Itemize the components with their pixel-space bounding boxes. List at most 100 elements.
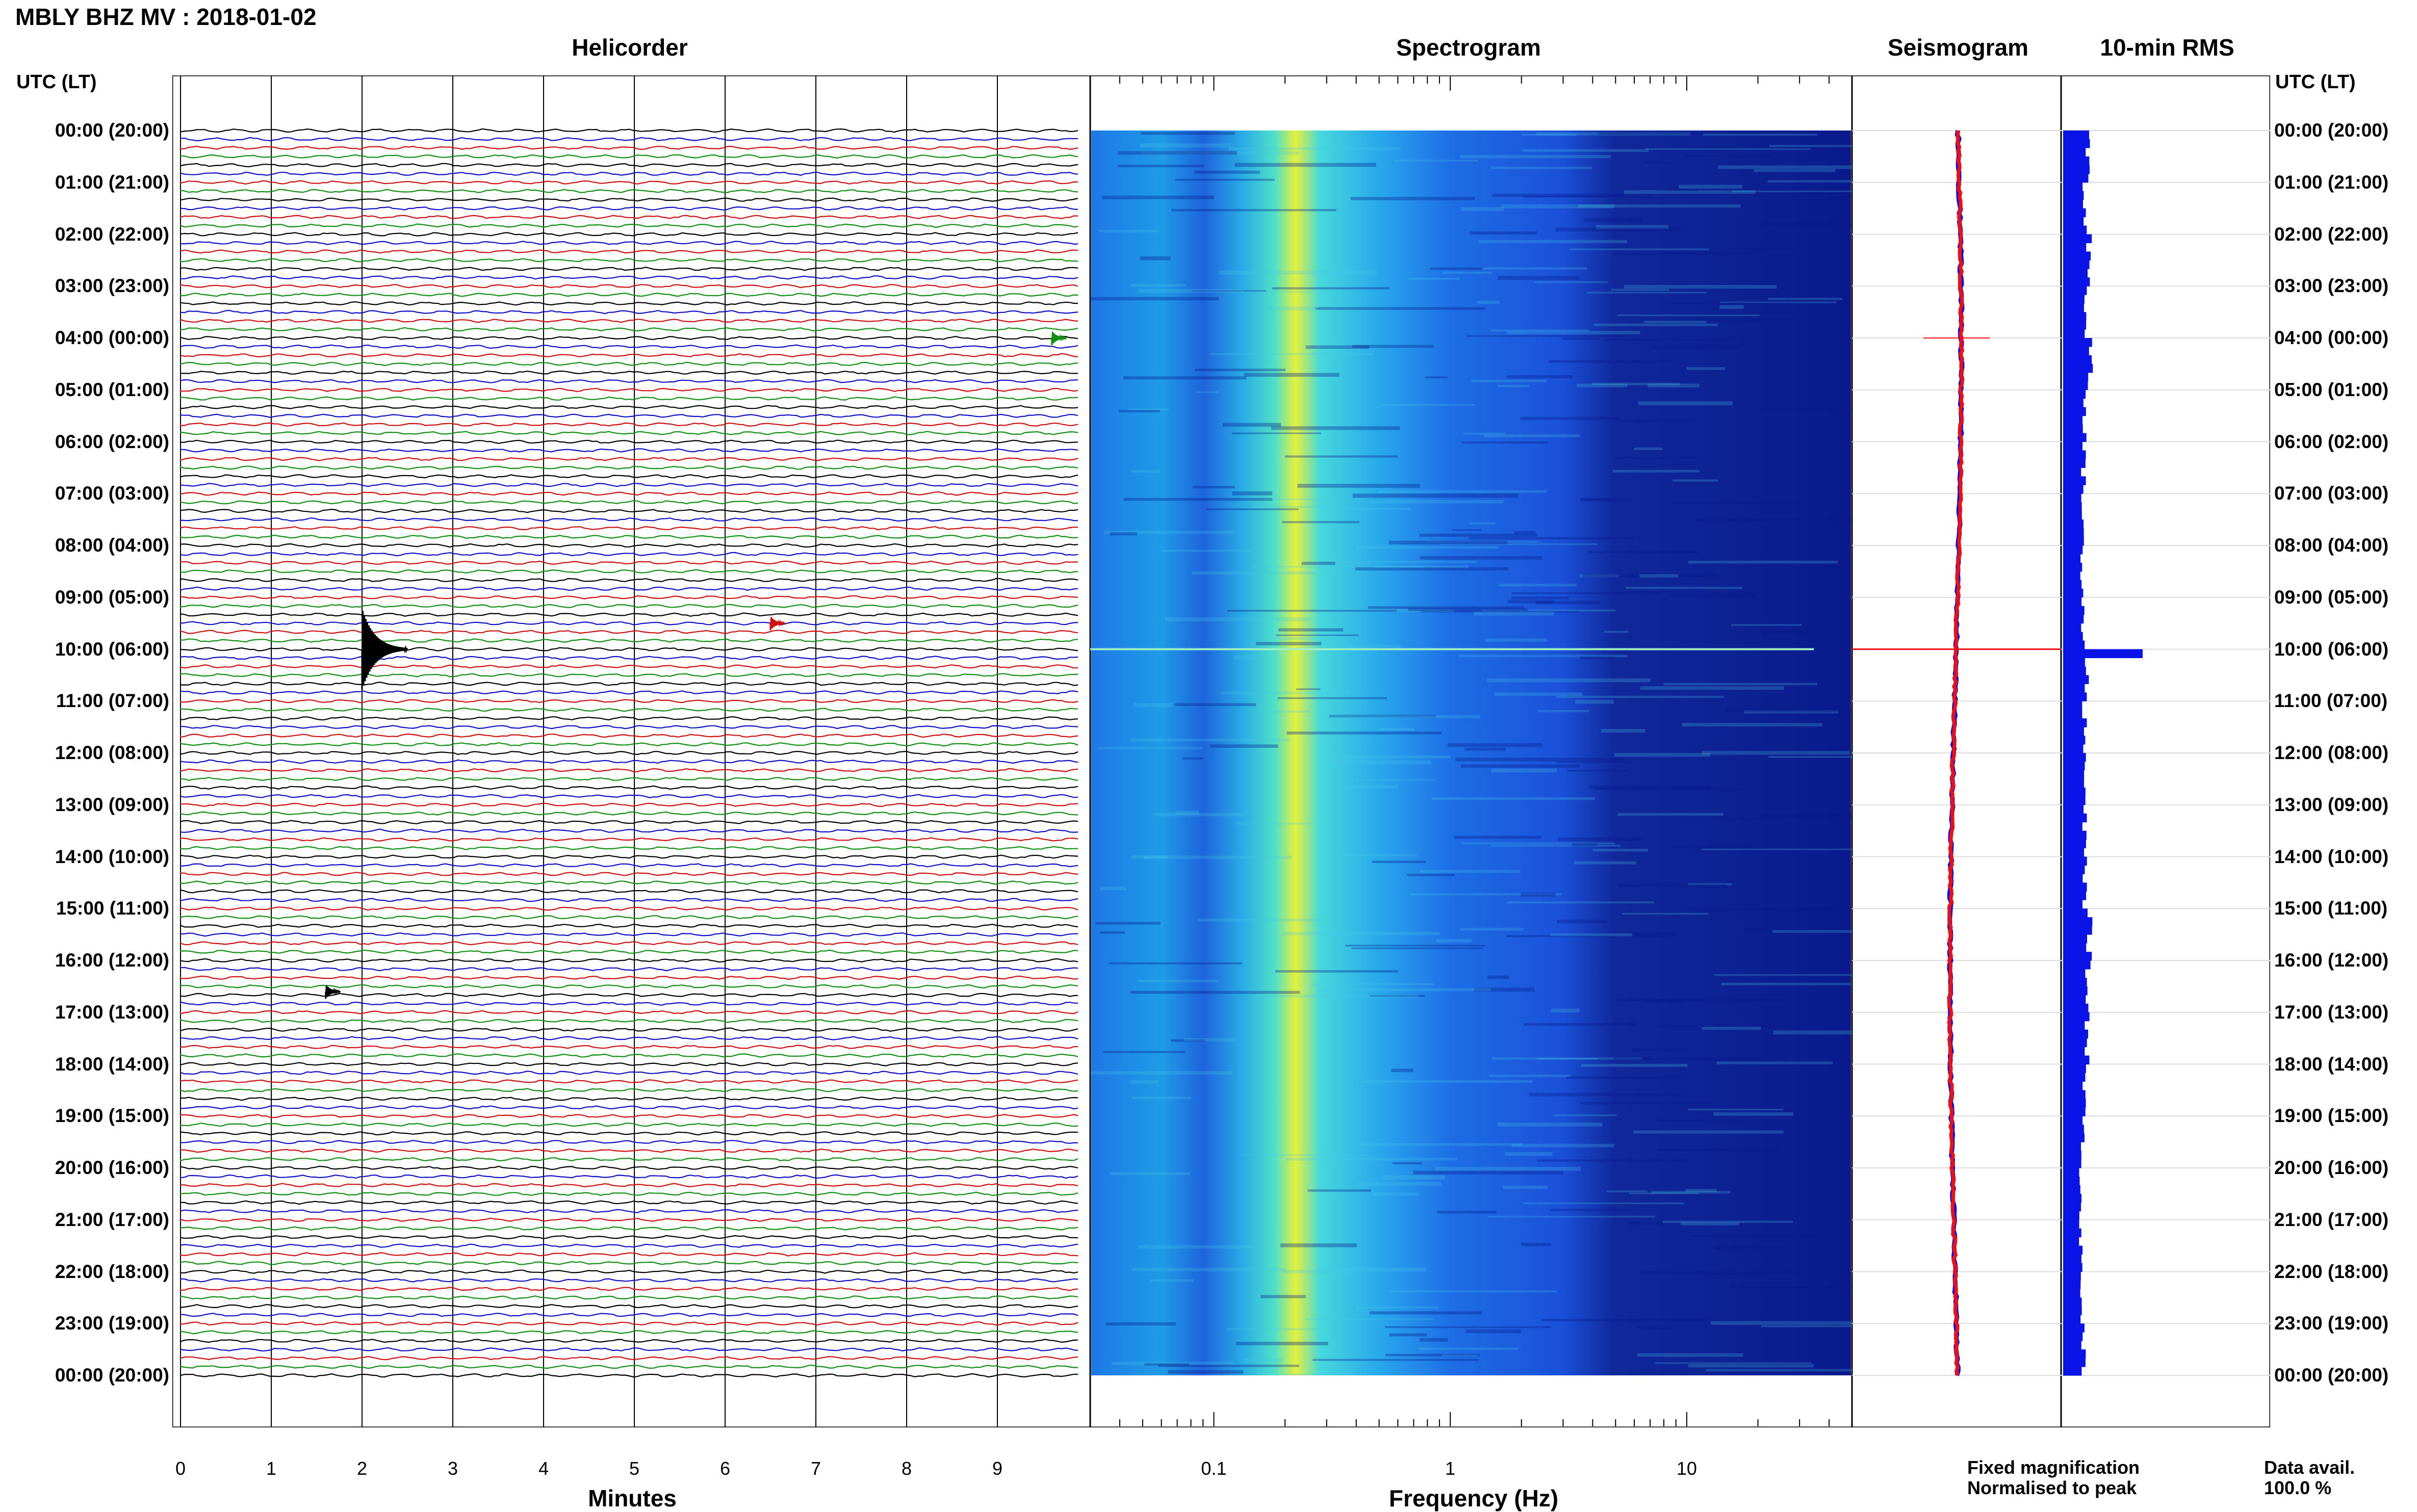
spectrogram-cell [1374,565,1469,568]
spectrogram-cell [1355,567,1508,571]
rms-bar [2063,165,2090,174]
rms-bar [2063,770,2085,779]
helicorder-trace [179,750,1078,755]
rms-bar [2063,450,2086,459]
spectrogram-cell [1762,631,1813,634]
rms-bar [2063,459,2086,468]
rms-bar [2063,502,2082,511]
helicorder-trace [179,1364,1078,1369]
spectrogram-cell [1307,1189,1371,1192]
spectrogram-cell [1305,1318,1433,1320]
spectrogram-cell [1352,493,1519,498]
spectrogram-cell [1275,1373,1356,1375]
rms-bar [2063,796,2086,805]
spectrogram-cell [1421,610,1580,613]
rms-bar [2063,433,2087,442]
spectrogram-cell [1198,918,1323,922]
helicorder-trace [179,361,1078,367]
hour-label-r-23: 23:00 (19:00) [2274,1313,2389,1334]
spectrogram-cell [1227,610,1397,612]
spectrogram-cell [1679,185,1742,189]
helicorder-trace [179,1097,1078,1101]
hour-label-l-19: 19:00 (15:00) [55,1105,169,1127]
rms-bar [2063,865,2085,874]
spectrogram-cell [1378,490,1547,493]
spectrogram-cell [1407,874,1455,876]
spectrogram-cell [1743,248,1793,251]
spectrogram-cell [1162,550,1252,552]
spectrogram-cell [1634,447,1663,450]
helicorder-trace [179,370,1078,375]
hour-label-l-2: 02:00 (22:00) [55,223,169,245]
spectrogram-cell [1624,190,1756,194]
helicorder-trace [179,1226,1078,1231]
spectrogram-cell [1287,731,1442,735]
rms-bar [2063,295,2085,304]
panel-title-spectrogram: Spectrogram [1396,34,1541,61]
panel-title-seismogram: Seismogram [1887,34,2029,61]
spectrogram-cell [1581,1063,1688,1067]
helicorder-trace [179,387,1078,392]
spectrogram-cell [1477,300,1500,304]
helicorder-event [769,617,786,631]
spectrogram-cell [1644,321,1707,323]
helicorder-trace [179,1217,1078,1222]
spectrogram-cell [1511,596,1570,600]
spectrogram-cell [1339,854,1417,857]
spectrogram-cell [1629,1192,1699,1194]
spectrogram-cell [1719,305,1744,309]
rms-bar [2063,1159,2081,1168]
helicorder-trace [179,439,1078,444]
spectrogram-cell [1460,154,1611,159]
rms-bar [2063,1090,2086,1099]
helicorder-trace [179,283,1078,289]
helicorder-trace [179,785,1078,790]
helicorder-trace [179,1079,1078,1084]
rms-bar [2063,597,2082,607]
helicorder-trace [180,353,1078,358]
spectrogram-cell [1743,928,1852,932]
hour-label-l-4: 04:00 (00:00) [55,327,169,348]
spectrogram-cell [1487,975,1509,979]
rms-frame [2061,75,2270,1427]
spectrogram-cell [1637,1353,1743,1357]
spectrogram-cell [1572,843,1598,846]
helicorder-trace [179,344,1078,349]
spectrogram-cell [1522,133,1577,136]
spectrogram-cell [1491,844,1621,847]
helicorder-trace [179,128,1078,133]
spectrogram-cell [1773,1030,1852,1035]
helicorder-tick-label: 8 [901,1458,912,1479]
spectrogram-cell [1558,837,1643,841]
helicorder-trace [179,1019,1078,1023]
spectrogram-cell [1460,928,1524,931]
helicorder-trace [179,690,1078,695]
spectrogram-cell [1632,932,1674,936]
spectrogram-cell [1761,1325,1852,1327]
helicorder-trace [179,249,1078,254]
helicorder-trace [179,1261,1078,1265]
rms-bar [2063,813,2087,823]
chart-title: MBLY BHZ MV : 2018-01-02 [15,4,317,30]
spectrogram-cell [1580,656,1615,660]
spectrogram-cell [1471,380,1547,382]
helicorder-tick-label: 5 [629,1458,640,1479]
spectrogram-cell [1392,1162,1422,1164]
helicorder-trace [179,1313,1078,1317]
spectrogram-cell [1310,609,1454,612]
spectrogram-cell [1140,256,1171,260]
spectrogram-cell [1663,683,1817,686]
rms-bar [2063,1280,2081,1289]
spectrogram-cell [1461,207,1504,211]
spectrogram-cell [1592,848,1648,852]
helicorder-trace [179,1139,1078,1144]
spectrogram-cell [1461,842,1615,845]
hour-label-l-1: 01:00 (21:00) [55,171,169,193]
spectrogram-cell [1758,814,1852,818]
spectrogram-cell [1358,1143,1522,1146]
spectrogram-cell [1413,1170,1563,1175]
spectrogram-cell [1276,634,1359,636]
spectrogram-cell [1273,637,1342,640]
spectrogram-cell [1702,1027,1761,1030]
spectrogram-cell [1389,1333,1427,1337]
